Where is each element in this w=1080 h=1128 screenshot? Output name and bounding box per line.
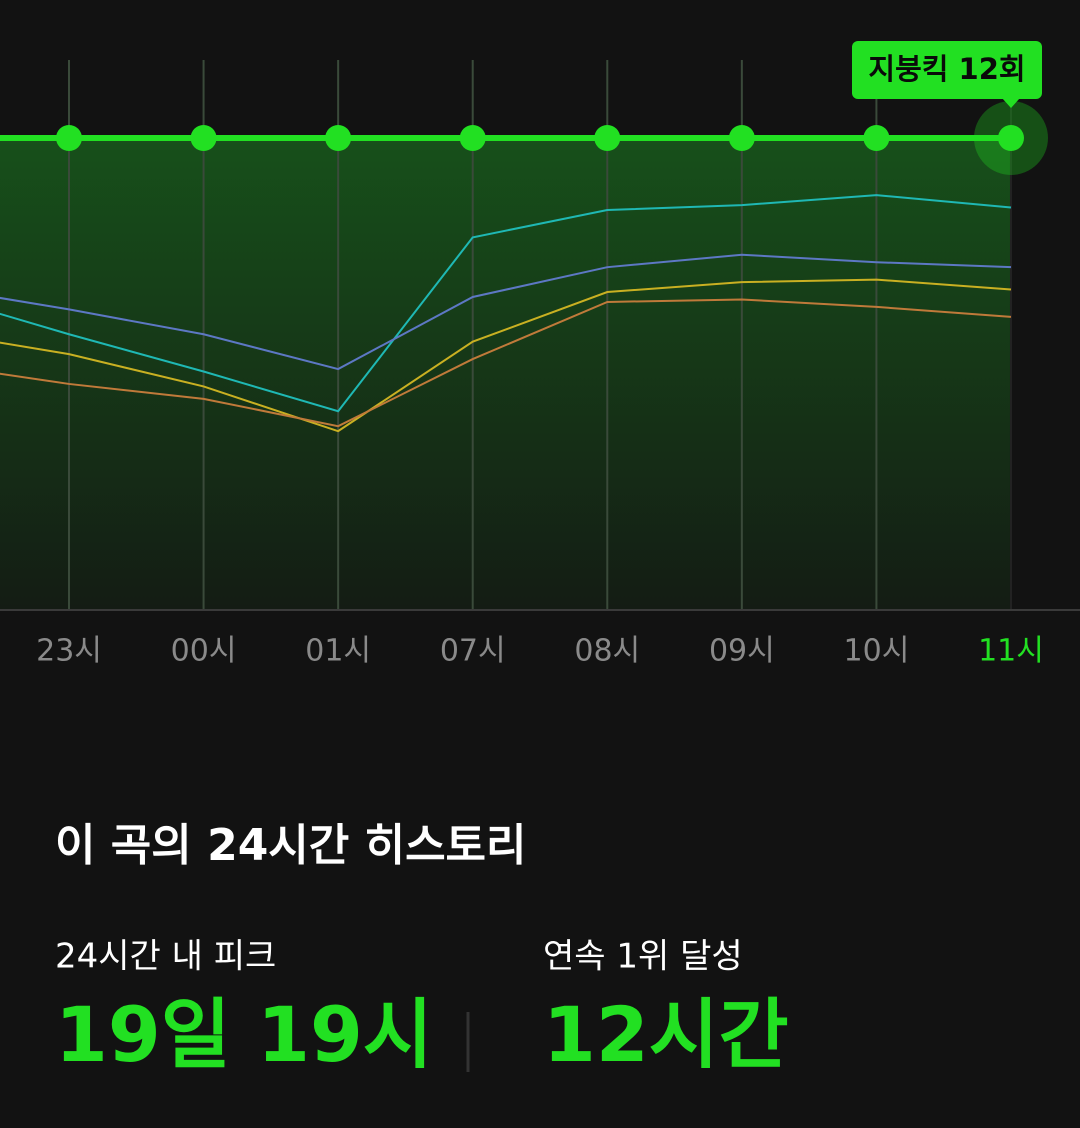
x-tick-label: 01시 [305, 634, 371, 669]
stat-value: 12시간 [543, 990, 789, 1079]
point [728, 125, 755, 151]
x-tick-label: 23시 [36, 634, 102, 669]
point [594, 125, 621, 151]
x-tick-label: 07시 [440, 634, 506, 669]
stat-label: 연속 1위 달성 [543, 937, 743, 977]
plot [0, 60, 1080, 611]
x-tick-label: 00시 [171, 634, 237, 669]
tooltip-box [852, 41, 1042, 99]
point [56, 125, 82, 151]
x-tick-label: 09시 [709, 634, 775, 669]
stat-label: 24시간 내 피크 [55, 937, 276, 977]
series-line [0, 298, 1012, 428]
point [459, 125, 486, 151]
series-line [0, 194, 1012, 413]
section-title: 이 곡의 24시간 히스토리 [55, 820, 527, 871]
x-tick-label: 08시 [574, 634, 640, 669]
point [997, 125, 1024, 151]
tooltip-text: 지붕킥 12회 [868, 52, 1025, 86]
x-tick-label: 11시 [978, 634, 1044, 669]
series-line [0, 278, 1012, 433]
point [190, 125, 217, 151]
stat-value: 19일 19시 [55, 990, 433, 1079]
x-tick-label: 10시 [844, 634, 910, 669]
tooltip-pointer [1001, 98, 1020, 108]
point [863, 125, 890, 151]
point [325, 125, 352, 151]
series-line [0, 253, 1012, 371]
